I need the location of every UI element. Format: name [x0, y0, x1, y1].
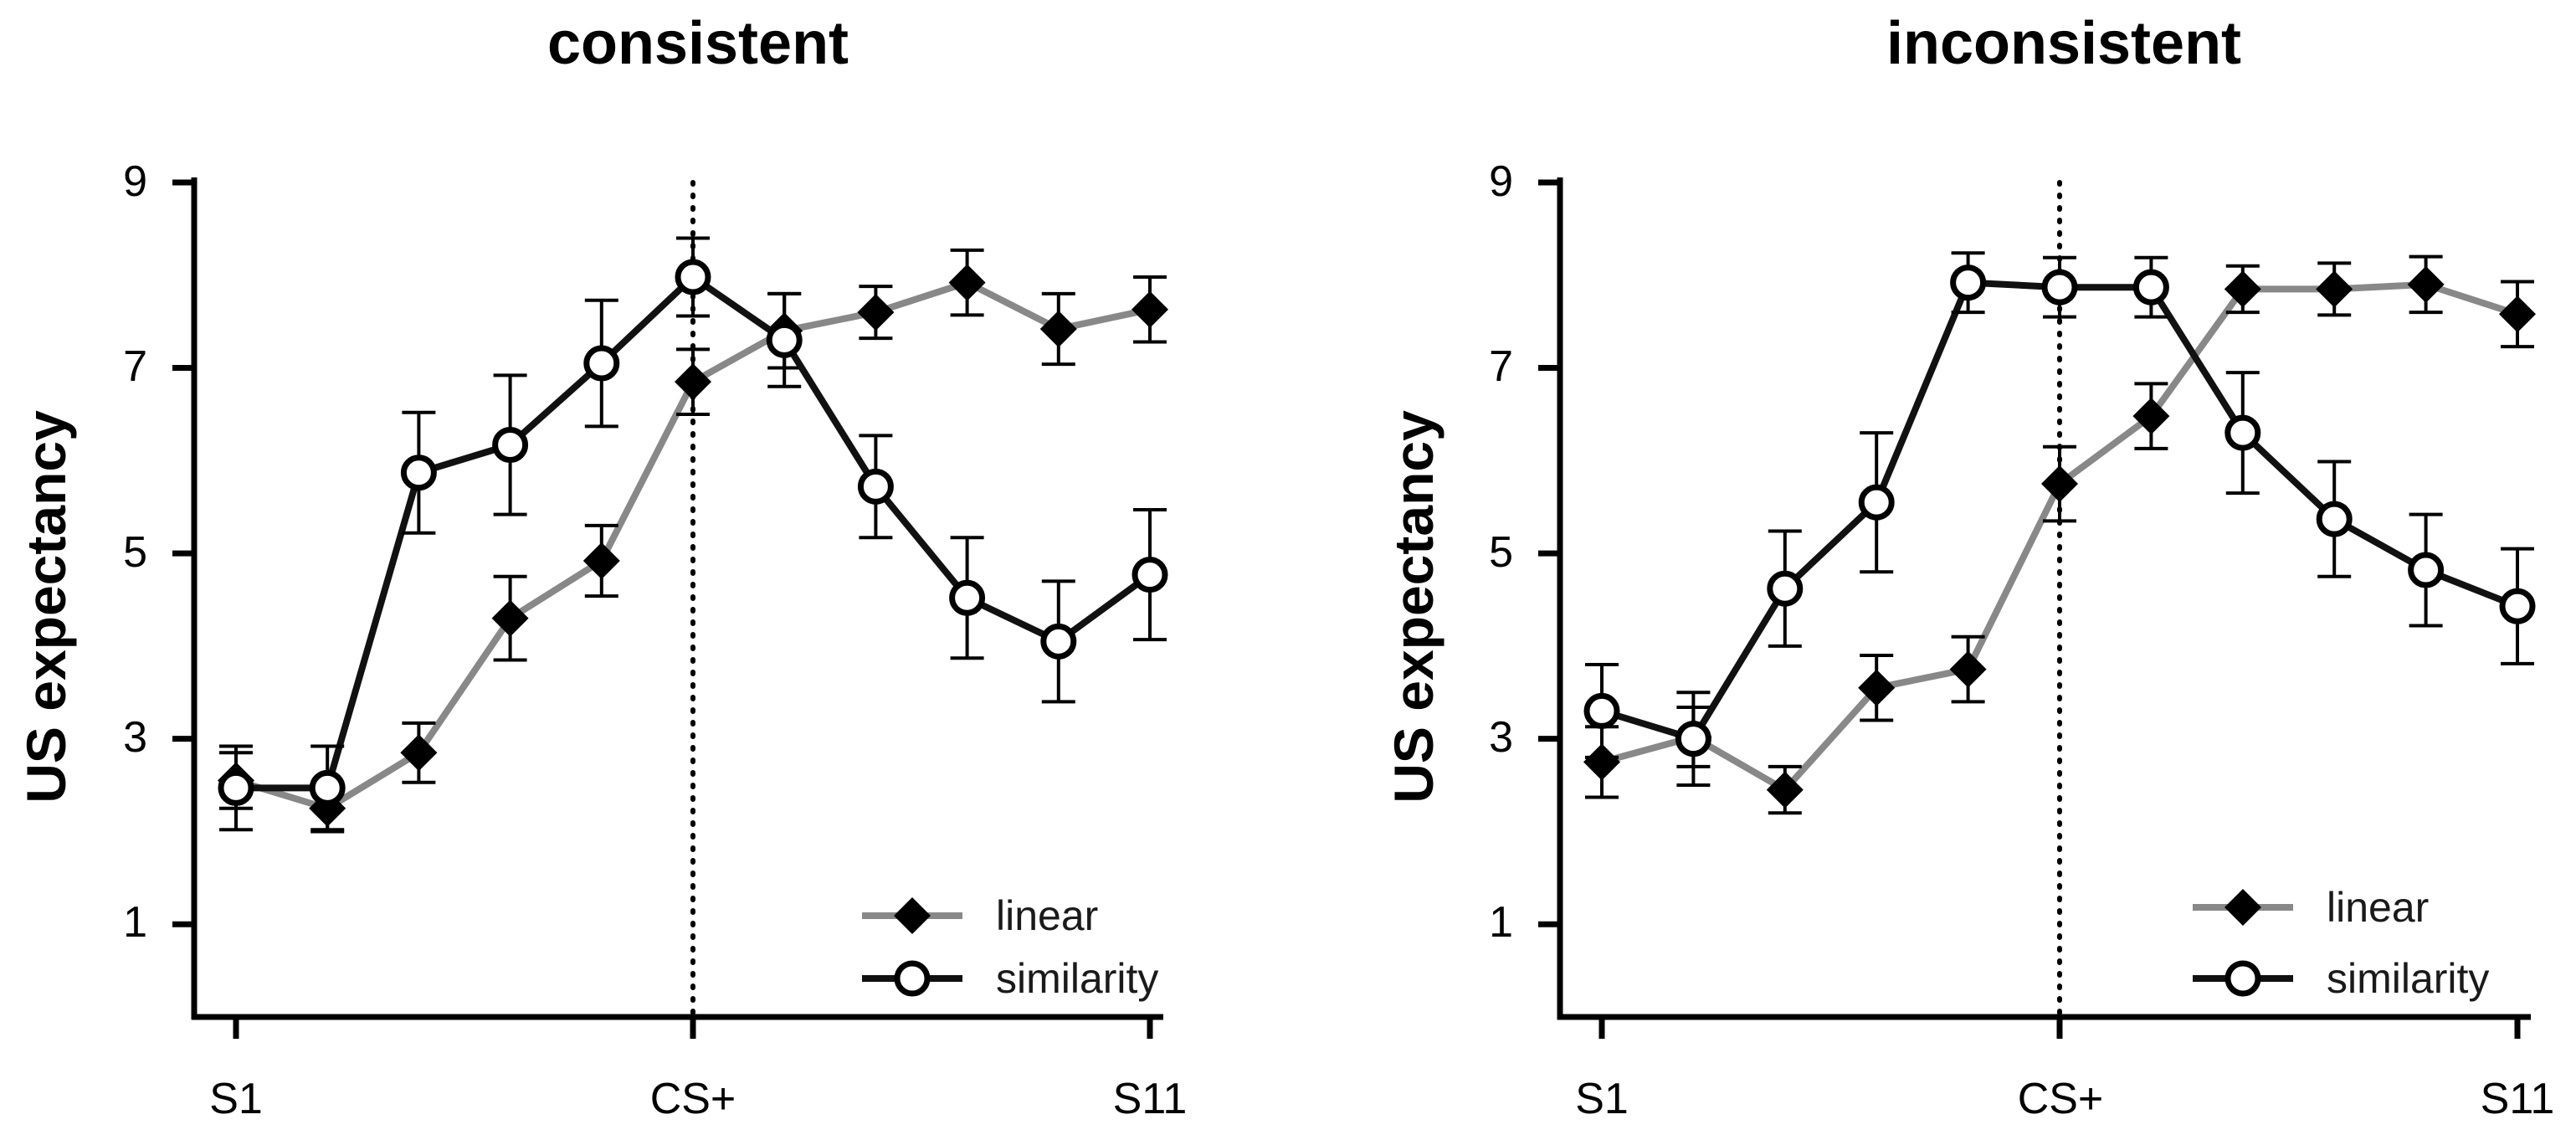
chart-panel-consistent: consistent US expectancy 1 3 5 7 9 S1 CS…: [15, 10, 1187, 1123]
axes-layer: [1538, 177, 2531, 1039]
data-point-similarity: [218, 769, 254, 806]
x-tick-label: S11: [2481, 1075, 2555, 1123]
legend-label-similarity: similarity: [996, 955, 1158, 1002]
y-tick-label: 7: [123, 342, 147, 391]
data-point-similarity: [492, 427, 529, 464]
data-point-linear: [1949, 650, 1987, 688]
data-point-similarity: [1950, 264, 1987, 301]
y-tick-label: 7: [1489, 342, 1513, 391]
series-layer: [1583, 251, 2536, 815]
data-point-similarity: [1040, 623, 1077, 660]
legend-marker-linear: [2224, 889, 2261, 926]
data-point-linear: [2132, 398, 2170, 435]
data-point-linear: [2316, 270, 2353, 308]
y-tick-label: 9: [1489, 157, 1513, 206]
y-tick-label: 1: [1489, 898, 1513, 947]
series-similarity: [218, 236, 1168, 832]
data-point-linear: [2224, 270, 2261, 308]
data-point-linear: [948, 264, 986, 301]
data-point-similarity: [2316, 501, 2353, 537]
y-axis-label: US expectancy: [1383, 410, 1445, 804]
axes-layer: [172, 177, 1163, 1039]
data-point-linear: [857, 294, 895, 331]
data-point-similarity: [2224, 414, 2261, 451]
data-point-linear: [2407, 265, 2445, 303]
legend-marker-similarity: [2224, 960, 2261, 997]
data-point-similarity: [2499, 588, 2536, 624]
data-point-linear: [1858, 669, 1896, 706]
data-point-linear: [2041, 465, 2078, 503]
x-tick-labels: S1 CS+ S11: [209, 1075, 1187, 1123]
y-tick-label: 1: [123, 898, 147, 947]
series-similarity: [1583, 251, 2536, 788]
data-point-linear: [491, 599, 529, 637]
data-point-similarity: [2408, 552, 2445, 588]
series-linear: [218, 248, 1168, 834]
data-point-similarity: [1858, 484, 1895, 521]
chart-panel-inconsistent: inconsistent US expectancy 1 3 5 7 9 S1 …: [1383, 10, 2554, 1123]
data-point-similarity: [583, 345, 620, 382]
legend: linear similarity: [862, 892, 1158, 1002]
x-tick-label: S1: [209, 1075, 263, 1123]
y-tick-label: 5: [1489, 528, 1513, 577]
x-tick-label: S11: [1113, 1075, 1188, 1123]
data-point-similarity: [1675, 721, 1711, 758]
data-point-linear: [1039, 311, 1077, 348]
legend-label-linear: linear: [2327, 884, 2429, 931]
data-point-similarity: [2041, 269, 2078, 306]
legend-marker-linear: [894, 897, 931, 934]
legend: linear similarity: [2193, 884, 2489, 1002]
chart-title: inconsistent: [1886, 10, 2241, 77]
legend-marker-similarity: [894, 960, 931, 997]
data-point-similarity: [766, 321, 803, 358]
data-point-linear: [675, 363, 711, 401]
data-point-similarity: [400, 455, 437, 491]
y-tick-label: 3: [123, 713, 147, 762]
series-layer: [218, 236, 1168, 834]
y-tick-labels: 1 3 5 7 9: [123, 157, 147, 947]
x-tick-label: CS+: [2018, 1075, 2104, 1123]
data-point-linear: [582, 542, 620, 579]
data-point-similarity: [1583, 692, 1620, 729]
data-point-similarity: [1131, 557, 1168, 593]
chart-title: consistent: [547, 10, 849, 77]
data-point-similarity: [675, 259, 711, 295]
x-tick-label: S1: [1575, 1075, 1629, 1123]
data-point-linear: [1583, 743, 1620, 781]
data-point-similarity: [309, 769, 346, 806]
y-tick-label: 9: [123, 157, 147, 206]
y-tick-label: 3: [1489, 713, 1513, 762]
legend-label-linear: linear: [996, 892, 1098, 939]
data-point-similarity: [857, 468, 894, 505]
x-tick-labels: S1 CS+ S11: [1575, 1075, 2554, 1123]
data-point-linear: [400, 734, 438, 772]
y-axis-label: US expectancy: [15, 410, 77, 804]
data-point-linear: [2499, 295, 2536, 333]
data-point-similarity: [2132, 269, 2169, 306]
data-point-linear: [1766, 771, 1804, 809]
y-tick-label: 5: [123, 528, 147, 577]
data-point-similarity: [949, 579, 986, 616]
data-point-similarity: [1767, 570, 1804, 607]
y-tick-labels: 1 3 5 7 9: [1489, 157, 1513, 947]
x-tick-label: CS+: [650, 1075, 736, 1123]
data-point-linear: [1131, 290, 1168, 328]
legend-label-similarity: similarity: [2327, 955, 2489, 1002]
